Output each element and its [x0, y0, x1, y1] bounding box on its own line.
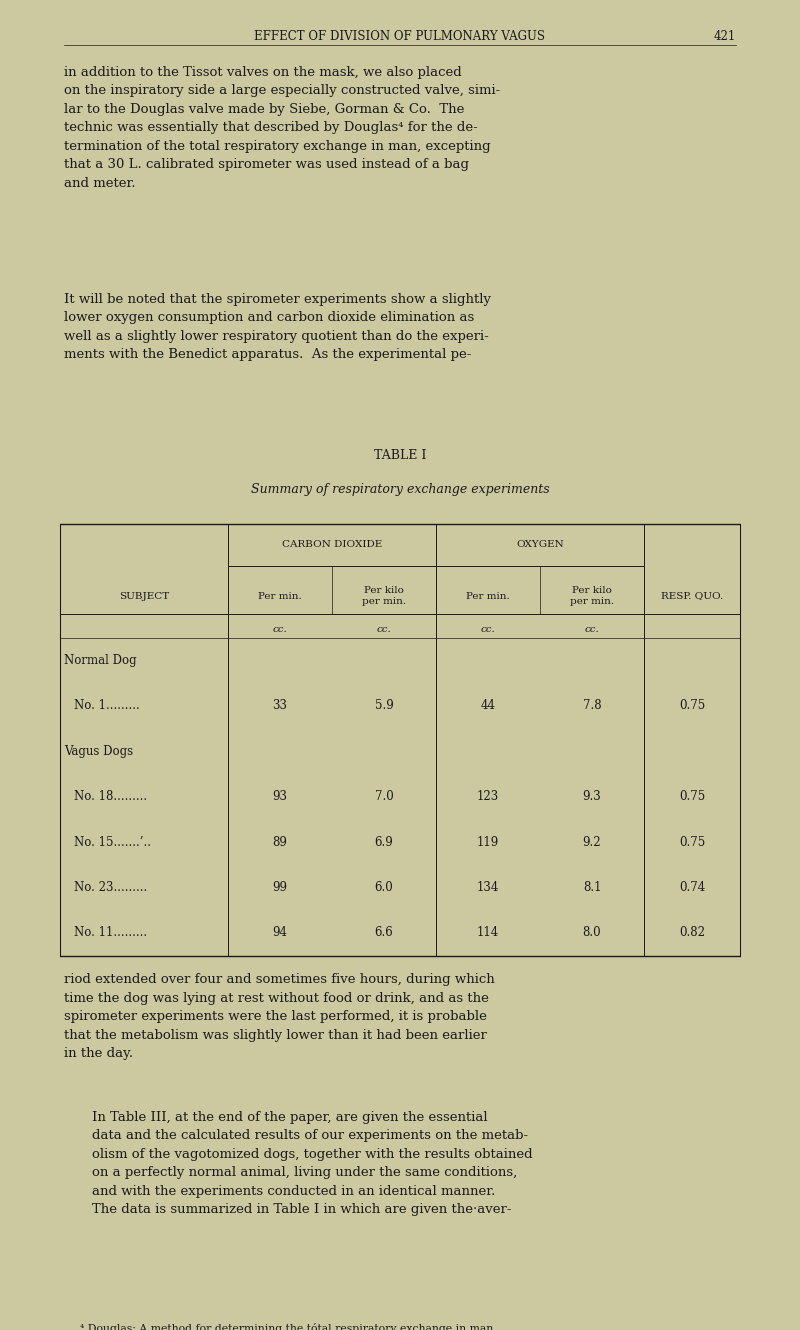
Text: 89: 89	[273, 835, 287, 849]
Text: Per min.: Per min.	[258, 592, 302, 601]
Text: 421: 421	[714, 29, 736, 43]
Text: 119: 119	[477, 835, 499, 849]
Text: Per kilo
per min.: Per kilo per min.	[362, 587, 406, 606]
Text: 99: 99	[273, 880, 287, 894]
Text: TABLE I: TABLE I	[374, 450, 426, 462]
Text: 0.75: 0.75	[679, 790, 705, 803]
Text: 123: 123	[477, 790, 499, 803]
Text: 44: 44	[481, 700, 495, 713]
Text: RESP. QUO.: RESP. QUO.	[661, 592, 723, 601]
Text: cc.: cc.	[377, 625, 391, 634]
Text: No. 15.......’..: No. 15.......’..	[74, 835, 151, 849]
Text: 33: 33	[273, 700, 287, 713]
Text: CARBON DIOXIDE: CARBON DIOXIDE	[282, 540, 382, 549]
Text: Normal Dog: Normal Dog	[64, 654, 137, 668]
Text: cc.: cc.	[585, 625, 599, 634]
Text: 7.8: 7.8	[582, 700, 602, 713]
Text: riod extended over four and sometimes five hours, during which
time the dog was : riod extended over four and sometimes fi…	[64, 974, 494, 1060]
Text: 0.82: 0.82	[679, 926, 705, 939]
Text: 0.75: 0.75	[679, 835, 705, 849]
Text: 6.6: 6.6	[374, 926, 394, 939]
Text: No. 11.........: No. 11.........	[74, 926, 147, 939]
Text: in addition to the Tissot valves on the mask, we also placed
on the inspiratory : in addition to the Tissot valves on the …	[64, 65, 500, 190]
Text: 0.74: 0.74	[679, 880, 705, 894]
Text: Summary of respiratory exchange experiments: Summary of respiratory exchange experime…	[250, 483, 550, 496]
Text: 0.75: 0.75	[679, 700, 705, 713]
Text: 6.9: 6.9	[374, 835, 394, 849]
Text: 114: 114	[477, 926, 499, 939]
Text: No. 23.........: No. 23.........	[74, 880, 148, 894]
Text: 94: 94	[273, 926, 287, 939]
Text: 134: 134	[477, 880, 499, 894]
Text: 5.9: 5.9	[374, 700, 394, 713]
Text: ⁴ Douglas: A method for determining the tótal respiratory exchange in man.
Jour.: ⁴ Douglas: A method for determining the …	[80, 1323, 497, 1330]
Text: No. 18.........: No. 18.........	[74, 790, 147, 803]
Text: cc.: cc.	[481, 625, 495, 634]
Text: It will be noted that the spirometer experiments show a slightly
lower oxygen co: It will be noted that the spirometer exp…	[64, 293, 491, 362]
Text: SUBJECT: SUBJECT	[119, 592, 169, 601]
Text: Vagus Dogs: Vagus Dogs	[64, 745, 133, 758]
Text: Per min.: Per min.	[466, 592, 510, 601]
Text: 8.0: 8.0	[582, 926, 602, 939]
Text: 93: 93	[273, 790, 287, 803]
Text: cc.: cc.	[273, 625, 287, 634]
Text: Per kilo
per min.: Per kilo per min.	[570, 587, 614, 606]
Text: 9.3: 9.3	[582, 790, 602, 803]
Text: No. 1.........: No. 1.........	[74, 700, 140, 713]
Text: EFFECT OF DIVISION OF PULMONARY VAGUS: EFFECT OF DIVISION OF PULMONARY VAGUS	[254, 29, 546, 43]
Text: 6.0: 6.0	[374, 880, 394, 894]
Text: 9.2: 9.2	[582, 835, 602, 849]
Text: OXYGEN: OXYGEN	[516, 540, 564, 549]
Text: In Table III, at the end of the paper, are given the essential
data and the calc: In Table III, at the end of the paper, a…	[92, 1111, 533, 1217]
Text: 7.0: 7.0	[374, 790, 394, 803]
Text: 8.1: 8.1	[582, 880, 602, 894]
